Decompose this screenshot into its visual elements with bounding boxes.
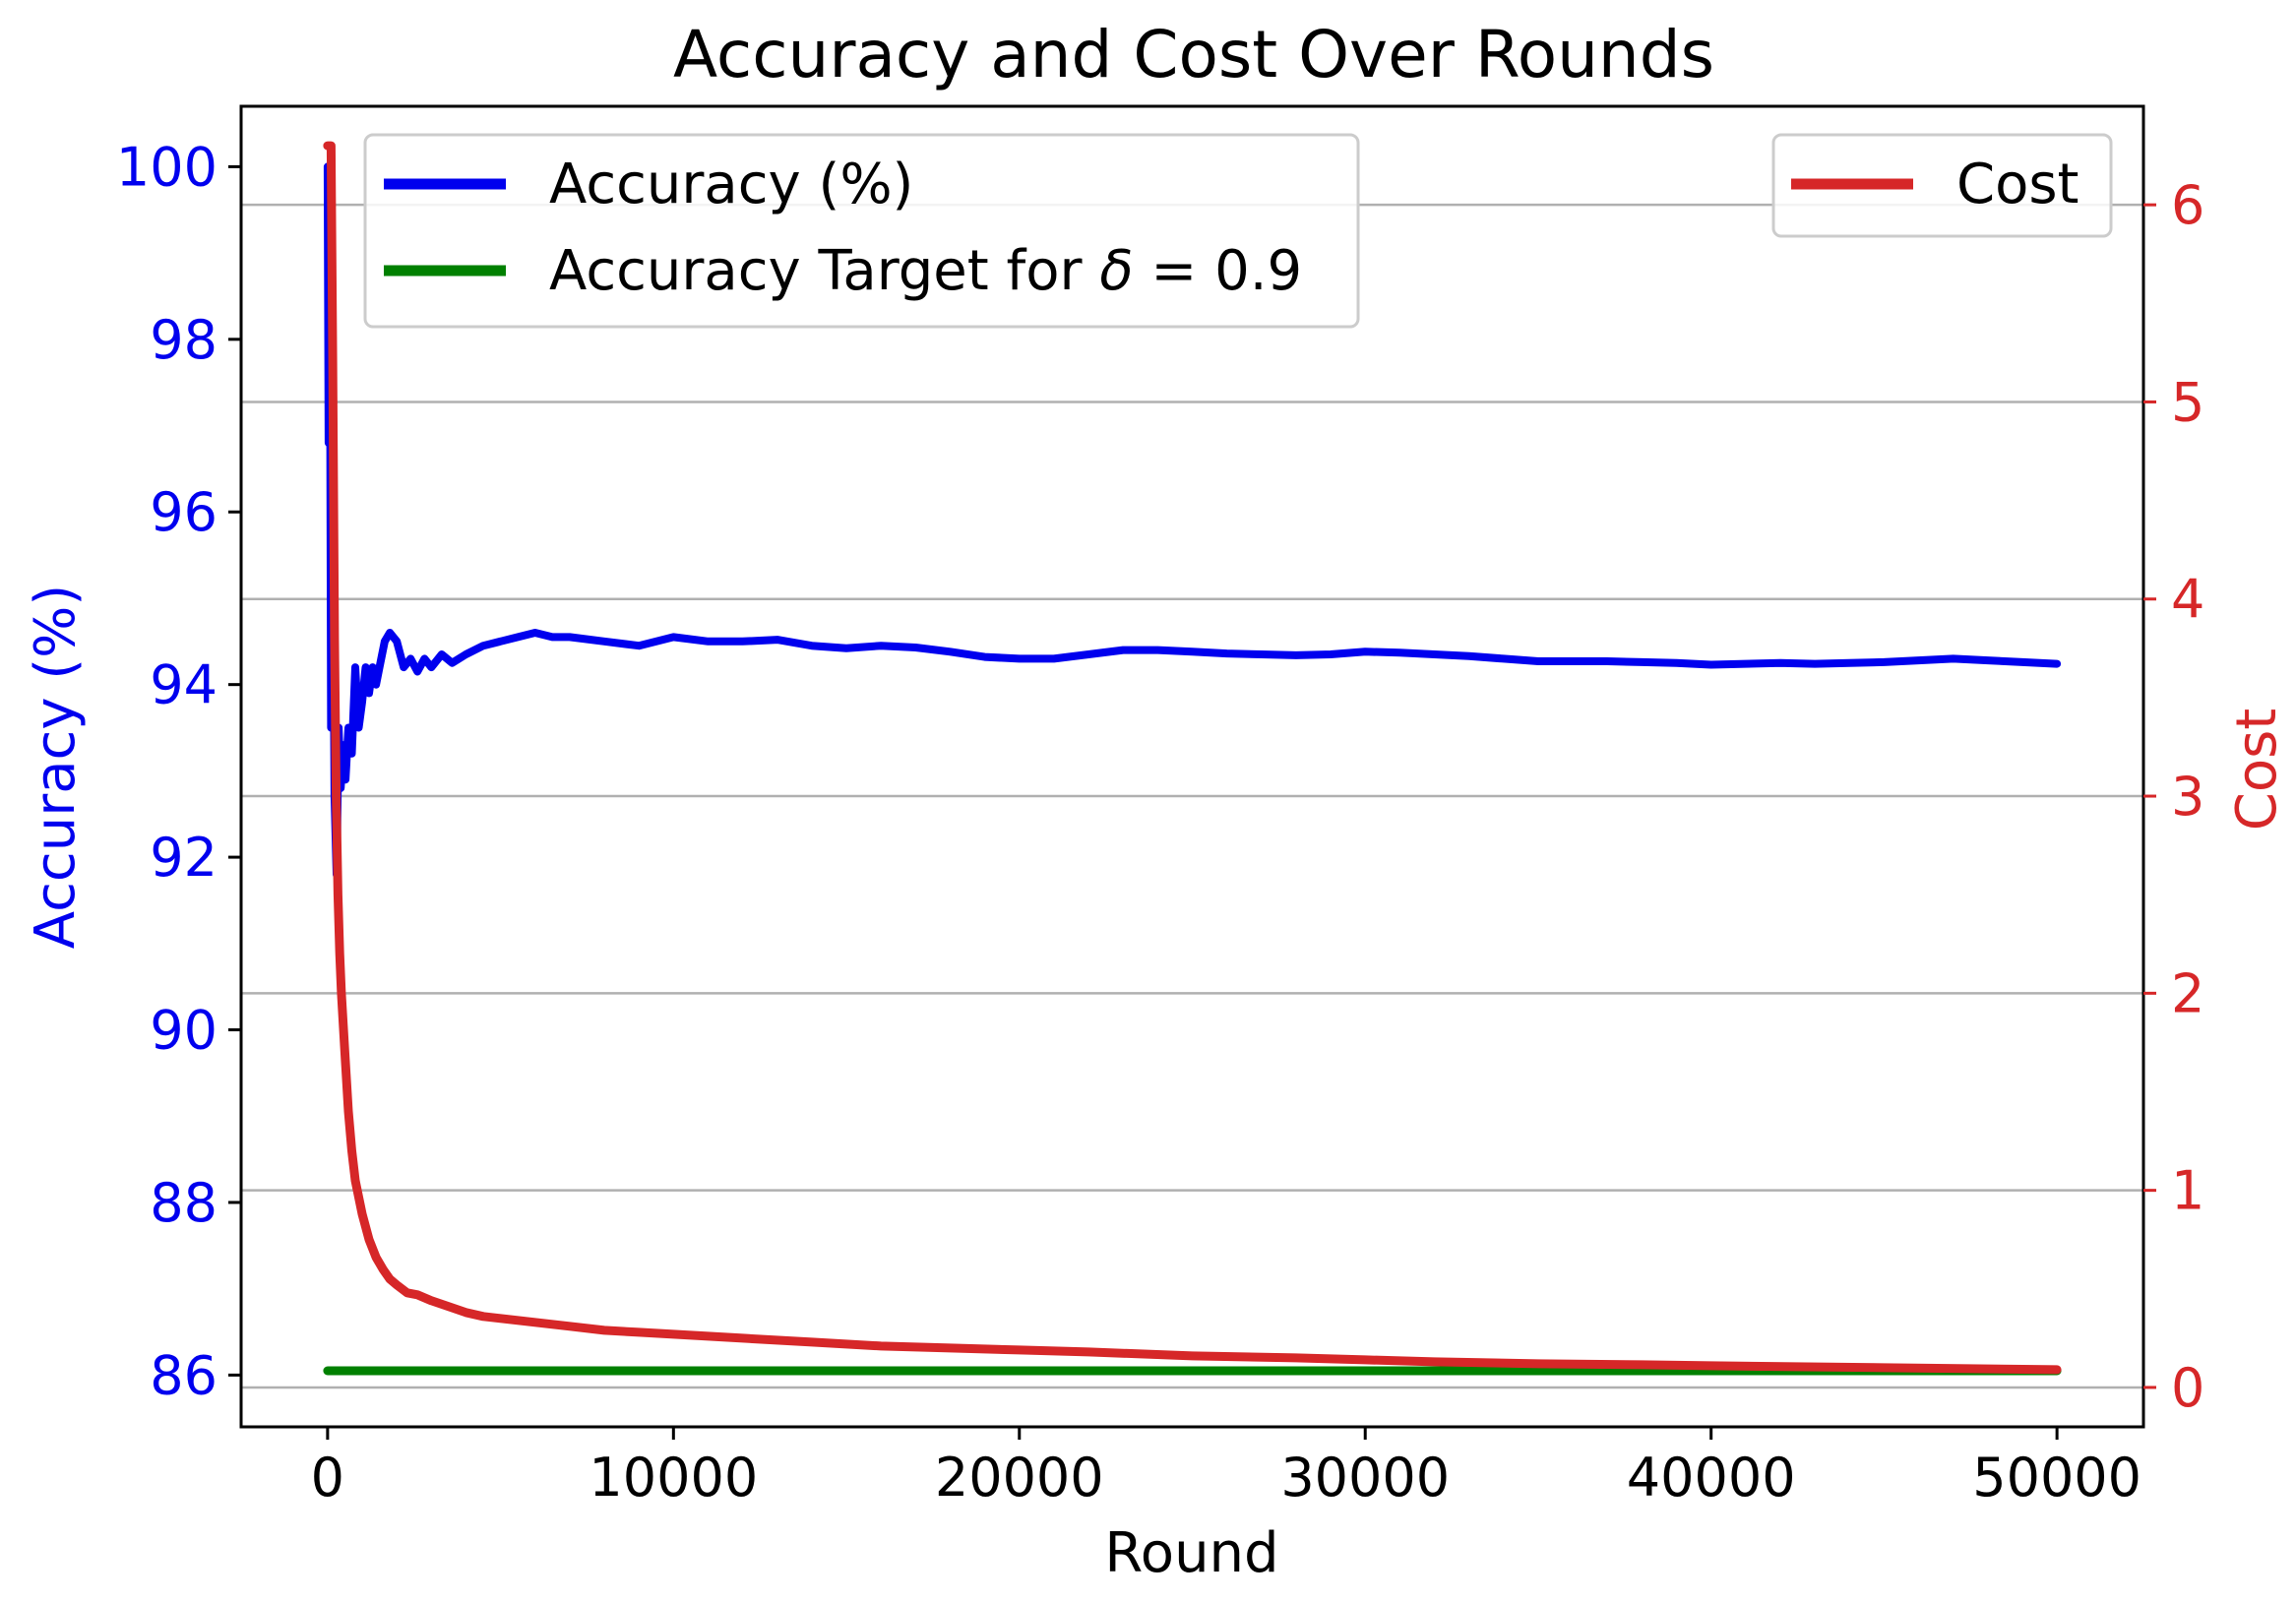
right-y-tick-label: 3 [2171, 766, 2204, 828]
right-y-tick-label: 6 [2171, 174, 2204, 236]
x-tick-label: 50000 [1972, 1447, 2141, 1509]
left-y-tick-label: 88 [150, 1172, 217, 1234]
legend-left-box [363, 133, 1360, 329]
chart-title: Accuracy and Cost Over Rounds [673, 17, 1714, 92]
legend-target-label: Accuracy Target for δ = 0.9 [549, 239, 1302, 303]
left-y-tick-label: 92 [150, 827, 217, 889]
legend-cost-label: Cost [1956, 153, 2079, 216]
left-y-tick-label: 86 [150, 1344, 217, 1406]
left-y-tick-label: 96 [150, 481, 217, 543]
x-tick-label: 10000 [589, 1447, 758, 1509]
left-y-tick-label: 100 [116, 136, 217, 198]
left-y-axis-label: Accuracy (%) [24, 585, 88, 949]
x-axis-label: Round [1104, 1521, 1278, 1585]
right-y-tick-label: 0 [2171, 1357, 2204, 1419]
left-y-tick-label: 98 [150, 309, 217, 371]
left-y-tick-label: 90 [150, 1000, 217, 1062]
series-line-accuracy [323, 162, 2062, 879]
x-tick-label: 30000 [1280, 1447, 1450, 1509]
left-y-axis-ticks: 86 88 90 92 94 96 98 100 [116, 136, 241, 1406]
right-y-tick-label: 4 [2171, 569, 2204, 631]
right-y-tick-label: 2 [2171, 962, 2204, 1024]
x-tick-label: 40000 [1627, 1447, 1796, 1509]
x-axis-ticks: 0 10000 20000 30000 40000 50000 [311, 1427, 2141, 1509]
legend-accuracy-label: Accuracy (%) [549, 153, 913, 216]
left-y-tick-label: 94 [150, 654, 217, 716]
x-tick-label: 20000 [935, 1447, 1104, 1509]
plot-frame [239, 104, 2145, 1429]
plot-series [323, 141, 2062, 1376]
series-line-cost [323, 141, 2062, 1375]
legend-left: Accuracy (%) Accuracy Target for δ = 0.9 [363, 133, 1360, 329]
legend-right: Cost [1771, 133, 2113, 238]
right-y-tick-label: 1 [2171, 1160, 2204, 1222]
right-y-axis-ticks: 0 1 2 3 4 5 6 [2143, 174, 2204, 1419]
x-tick-label: 0 [311, 1447, 344, 1509]
right-y-tick-label: 5 [2171, 371, 2204, 433]
right-y-axis-label: Cost [2225, 709, 2289, 832]
legend-right-box [1771, 133, 2113, 238]
